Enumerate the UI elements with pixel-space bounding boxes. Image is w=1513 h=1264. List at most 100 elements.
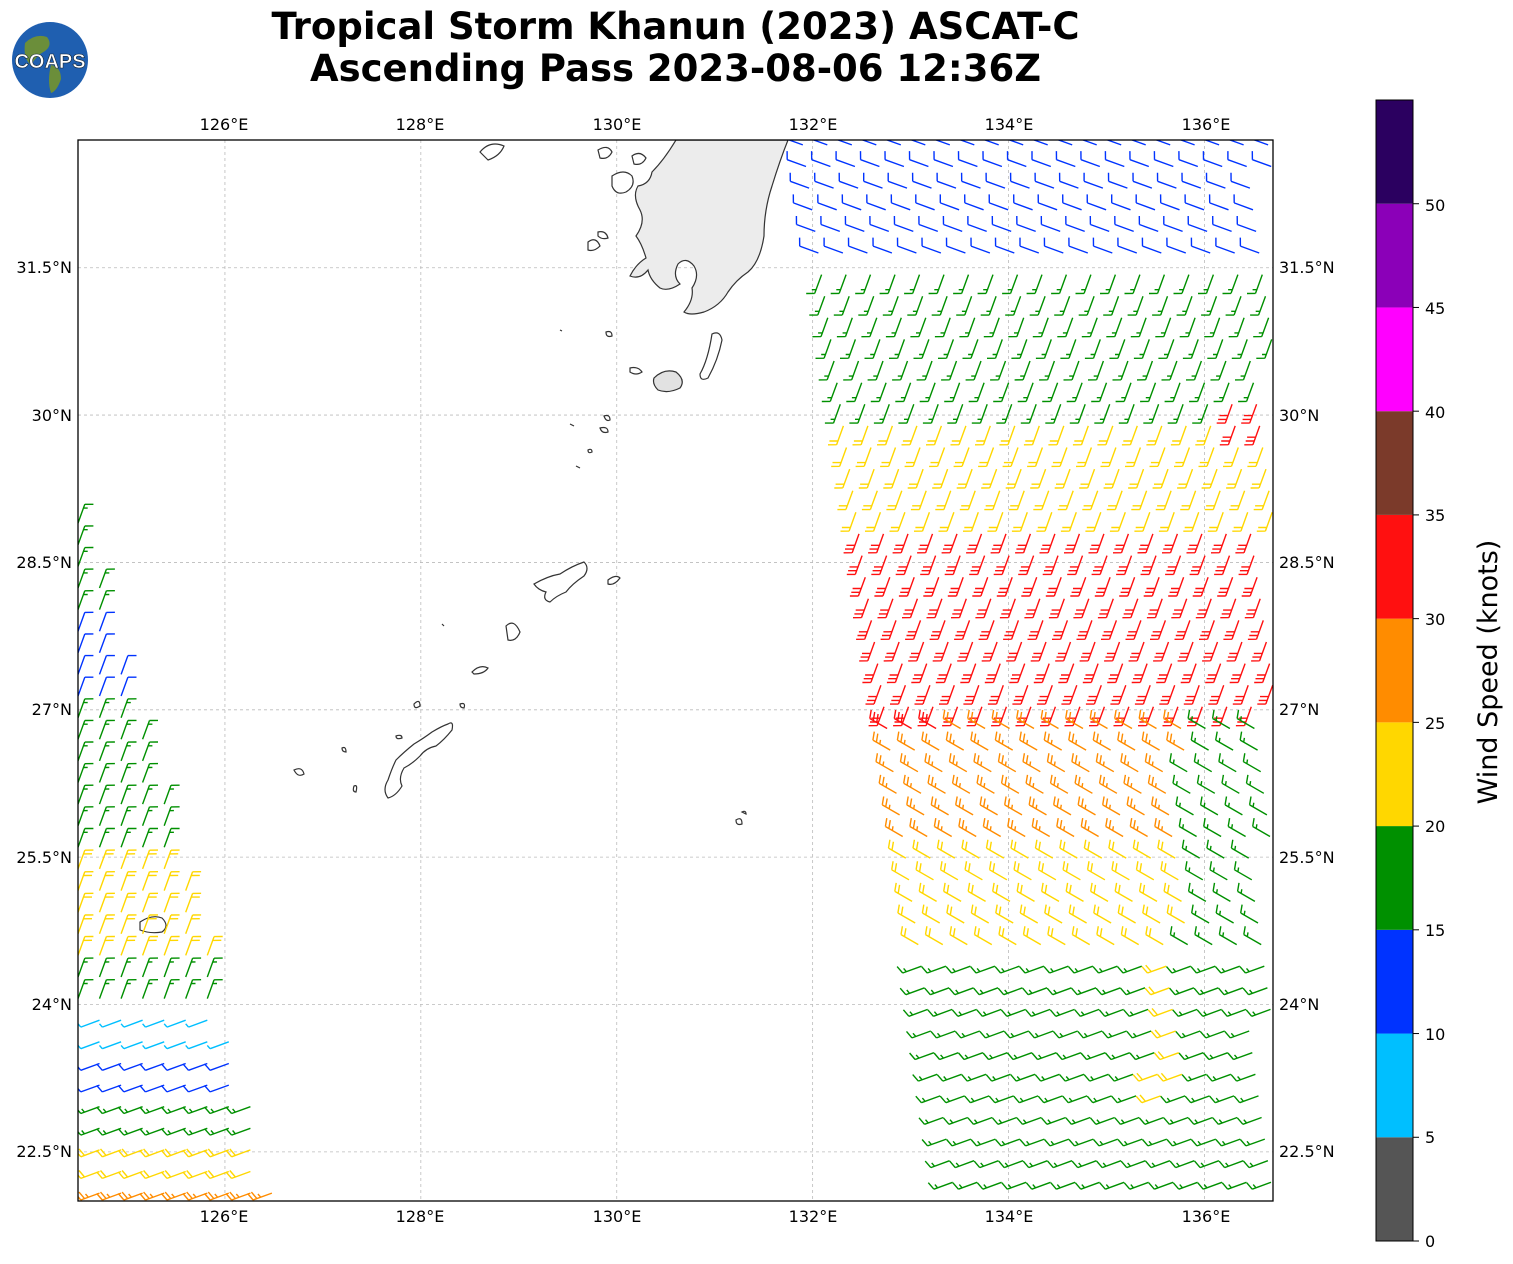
wind-barb — [120, 741, 137, 762]
chart-title: Tropical Storm Khanun (2023) ASCAT-C Asc… — [78, 6, 1273, 90]
kyushu-land — [629, 140, 789, 315]
wind-barb — [1057, 490, 1074, 511]
wind-barb — [924, 1160, 950, 1169]
wind-barb — [1000, 774, 1020, 794]
wind-barb — [998, 1160, 1024, 1169]
wind-barb — [948, 987, 974, 996]
wind-barb — [206, 935, 223, 956]
wind-barb — [141, 935, 159, 956]
wind-barb — [787, 140, 804, 146]
wind-barb — [979, 1030, 1005, 1039]
wind-barb — [185, 892, 202, 913]
wind-barb — [917, 706, 934, 727]
wind-barb — [915, 1095, 941, 1104]
wind-barb — [203, 1170, 230, 1180]
wind-barb — [889, 684, 907, 705]
wind-barb — [874, 576, 891, 597]
wind-barb — [1132, 172, 1153, 189]
wind-barb — [1113, 706, 1130, 727]
wind-barb — [141, 892, 159, 913]
wind-barb — [1068, 237, 1089, 254]
wind-barb — [1112, 360, 1129, 381]
wind-barb — [1034, 1073, 1060, 1082]
wind-barb — [1233, 1095, 1259, 1104]
wind-barb — [1100, 447, 1117, 468]
wind-barb — [1068, 1138, 1094, 1147]
wind-barb — [1026, 274, 1043, 295]
wind-barb — [935, 663, 952, 684]
wind-barb — [1123, 1008, 1149, 1017]
wind-barb — [1202, 151, 1223, 168]
wind-barb — [1215, 1138, 1241, 1147]
wind-barb — [996, 404, 1013, 424]
wind-barb — [1124, 447, 1142, 468]
colorbar-tick: 40 — [1425, 403, 1445, 422]
wind-barb — [855, 447, 872, 468]
wind-barb — [949, 1160, 975, 1169]
wind-barb — [163, 806, 180, 826]
wind-barb — [1221, 1181, 1247, 1190]
wind-barb — [1161, 360, 1178, 381]
wind-barb — [225, 1127, 251, 1136]
lon-tick-bottom: 130°E — [593, 1207, 642, 1226]
wind-barb — [141, 871, 159, 891]
wind-barb — [1058, 172, 1079, 189]
wind-barb — [1129, 817, 1148, 838]
wind-barb — [1153, 641, 1170, 662]
wind-barb — [1146, 598, 1163, 619]
wind-barb — [1106, 490, 1123, 511]
wind-barb — [1211, 706, 1228, 727]
wind-barb — [933, 817, 953, 838]
wind-barb — [1020, 404, 1037, 424]
wind-barb — [865, 684, 882, 705]
wind-barb — [1059, 1073, 1085, 1082]
wind-barb — [993, 555, 1010, 576]
wind-barb — [916, 360, 933, 381]
wind-barb — [867, 360, 884, 381]
wind-barb — [967, 1116, 993, 1125]
wind-barb — [1104, 641, 1121, 662]
wind-barb — [1074, 1008, 1100, 1017]
wind-barb — [949, 926, 968, 946]
wind-barb — [1215, 237, 1235, 254]
wind-barb — [843, 533, 860, 554]
wind-barb — [868, 706, 885, 727]
wind-barb — [981, 468, 998, 489]
wind-barb — [809, 295, 826, 316]
wind-barb — [1131, 490, 1148, 511]
colorbar-tick: 10 — [1425, 1025, 1445, 1044]
wind-barb — [1087, 360, 1105, 381]
wind-barb — [932, 468, 949, 489]
wind-barb — [956, 468, 973, 489]
colorbar-tick: 5 — [1425, 1128, 1435, 1147]
wind-barb — [893, 706, 910, 727]
wind-barb — [1165, 965, 1192, 974]
wind-barb — [163, 784, 180, 805]
wind-barb — [1143, 576, 1160, 597]
wind-barb — [943, 882, 962, 903]
wind-barb — [892, 533, 909, 554]
wind-barb — [98, 611, 115, 632]
wind-barb — [1114, 215, 1134, 233]
wind-barb — [895, 382, 912, 403]
wind-barb — [962, 339, 979, 359]
wind-barb — [814, 172, 834, 189]
wind-barb — [78, 1193, 79, 1194]
wind-barb — [1016, 1116, 1042, 1125]
wind-barb — [96, 1170, 122, 1180]
wind-barb — [1060, 512, 1077, 532]
lat-tick-left: 25.5°N — [16, 848, 72, 867]
wind-barb — [1132, 839, 1152, 859]
lon-ticks-bottom: 126°E 128°E 130°E 132°E 134°E 136°E — [200, 1207, 1231, 1226]
wind-barb — [991, 215, 1012, 233]
wind-barb — [1095, 987, 1121, 996]
wind-barb — [1245, 774, 1265, 794]
wind-barb — [985, 1073, 1011, 1082]
wind-barb — [117, 1191, 143, 1201]
wind-barb — [1205, 663, 1222, 684]
wind-barb — [1183, 512, 1200, 532]
wind-barb — [96, 1062, 122, 1071]
wind-barb — [960, 663, 977, 684]
wind-barb — [913, 339, 930, 359]
wind-barb — [901, 425, 918, 446]
